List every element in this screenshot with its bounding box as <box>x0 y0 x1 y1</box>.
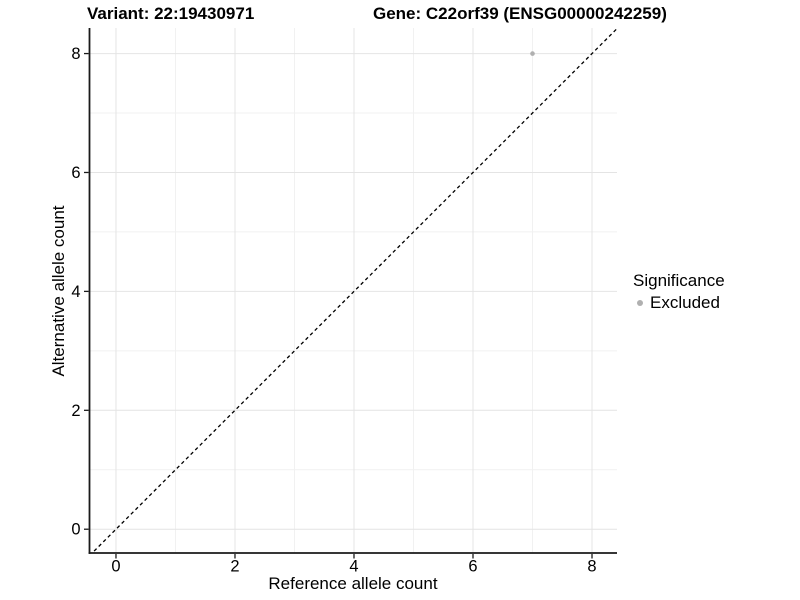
legend-item-label: Excluded <box>650 293 720 312</box>
variant-title: Variant: 22:19430971 <box>87 4 255 23</box>
y-tick-label: 6 <box>71 164 80 182</box>
y-tick-label: 8 <box>71 45 80 63</box>
y-axis-title: Alternative allele count <box>49 205 68 377</box>
x-tick-label: 0 <box>111 558 120 576</box>
x-tick-label: 6 <box>468 558 477 576</box>
y-tick-label: 2 <box>71 402 80 420</box>
x-tick-label: 4 <box>349 558 358 576</box>
gene-title: Gene: C22orf39 (ENSG00000242259) <box>373 4 667 23</box>
x-tick-label: 2 <box>230 558 239 576</box>
legend: Significance Excluded <box>633 271 725 312</box>
legend-item-excluded: Excluded <box>633 293 725 312</box>
x-tick-label: 8 <box>587 558 596 576</box>
y-tick-label: 4 <box>71 283 80 301</box>
legend-title: Significance <box>633 271 725 290</box>
x-axis-title: Reference allele count <box>268 574 438 593</box>
excluded-point-icon <box>637 299 643 306</box>
y-tick-label: 0 <box>71 521 80 539</box>
